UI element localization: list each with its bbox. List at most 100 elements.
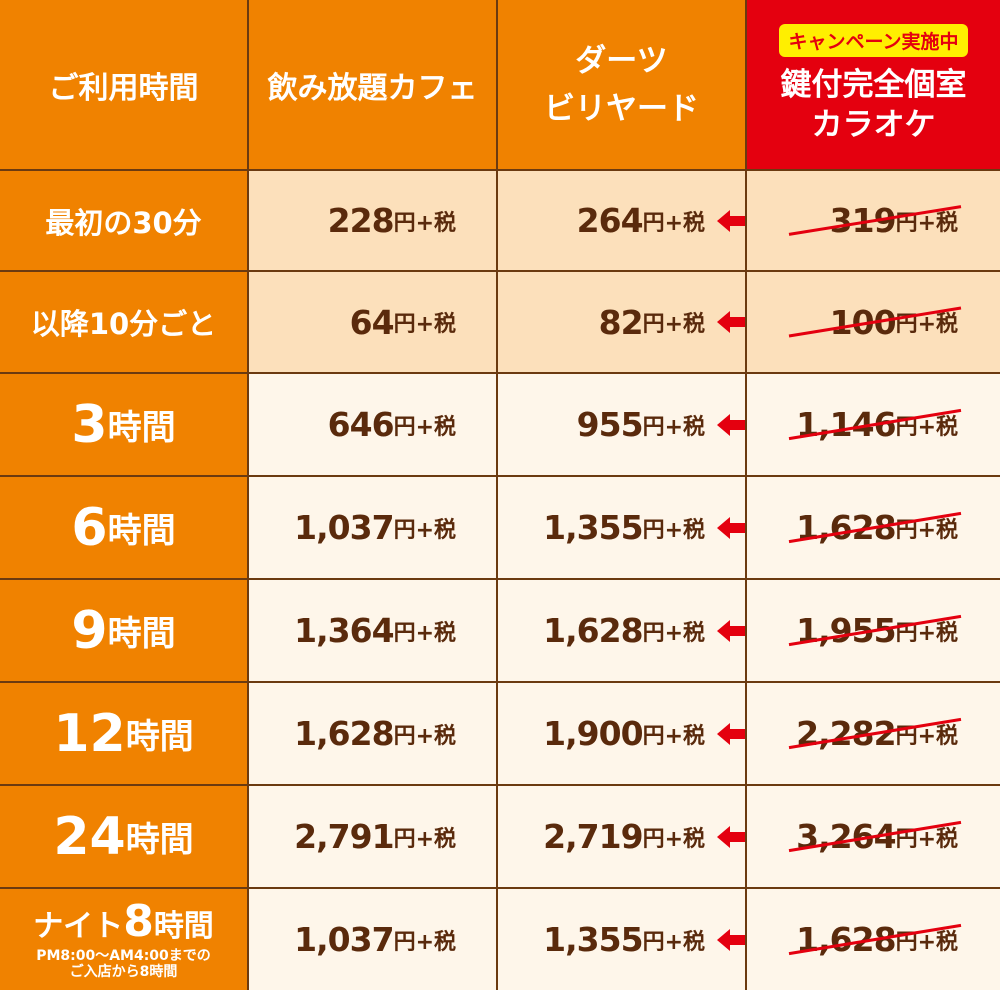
price-cafe: 1,628 円+税	[249, 683, 498, 786]
arrow-left-icon	[717, 311, 745, 333]
row-label-num: 3	[71, 394, 108, 455]
header-darts: ダーツ ビリヤード	[498, 0, 747, 171]
price-karaoke-old: 1,146 円+税	[747, 374, 1000, 477]
price-value: 82	[598, 302, 644, 342]
strikethrough-line	[788, 306, 962, 338]
price-suffix: 円+税	[642, 210, 705, 236]
price-karaoke-old: 1,628 円+税	[747, 889, 1000, 990]
row-label: 以降10分ごと	[0, 272, 249, 374]
header-karaoke-line1: 鍵付完全個室	[780, 67, 967, 103]
price-darts: 1,628 円+税	[498, 580, 747, 683]
price-karaoke-old: 1,628 円+税	[747, 477, 1000, 580]
price-suffix: 円+税	[393, 517, 456, 543]
row-label-num: 12	[53, 703, 126, 764]
price-suffix: 円+税	[393, 414, 456, 440]
night-label: ナイト8時間	[33, 899, 214, 944]
price-suffix: 円+税	[393, 929, 456, 955]
price-value: 1,355	[543, 920, 643, 959]
price-value: 1,364	[294, 611, 394, 650]
header-darts-line1: ダーツ	[575, 42, 668, 79]
price-cafe: 2,791 円+税	[249, 786, 498, 889]
night-note-line2: ご入店から8時間	[69, 963, 178, 980]
price-cafe: 1,037 円+税	[249, 477, 498, 580]
arrow-left-icon	[717, 619, 745, 642]
header-usage-time: ご利用時間	[0, 0, 249, 171]
price-value: 2,719	[543, 817, 643, 856]
row-label: 最初の30分	[0, 171, 249, 272]
row-label-unit: 時間	[107, 511, 176, 551]
price-suffix: 円+税	[642, 723, 705, 749]
price-suffix: 円+税	[393, 312, 456, 337]
price-value: 1,037	[294, 920, 394, 959]
arrow-left-icon	[717, 516, 745, 539]
price-cafe: 64 円+税	[249, 272, 498, 374]
price-value: 1,900	[543, 714, 643, 753]
price-value: 264	[576, 201, 644, 240]
price-value: 228	[327, 201, 395, 240]
strikethrough-line	[788, 511, 962, 544]
row-label-unit: 時間	[107, 614, 176, 654]
price-suffix: 円+税	[642, 826, 705, 852]
row-label: 3 時間	[0, 374, 249, 477]
price-value: 646	[327, 405, 395, 444]
price-darts: 1,355 円+税	[498, 889, 747, 990]
arrow-left-icon	[717, 722, 745, 745]
price-darts: 2,719 円+税	[498, 786, 747, 889]
price-value: 64	[349, 302, 395, 342]
row-label: 6 時間	[0, 477, 249, 580]
price-suffix: 円+税	[642, 620, 705, 646]
price-value: 2,791	[294, 817, 394, 856]
strikethrough-line	[788, 923, 962, 956]
price-suffix: 円+税	[642, 929, 705, 955]
header-darts-line2: ビリヤード	[544, 90, 699, 127]
price-darts: 1,900 円+税	[498, 683, 747, 786]
strikethrough-line	[788, 205, 962, 236]
price-karaoke-old: 3,264 円+税	[747, 786, 1000, 889]
row-label: ナイト8時間 PM8:00～AM4:00までの ご入店から8時間	[0, 889, 249, 990]
price-darts: 955 円+税	[498, 374, 747, 477]
strikethrough-line	[788, 614, 962, 647]
price-value: 1,628	[294, 714, 394, 753]
price-suffix: 円+税	[393, 723, 456, 749]
price-darts: 1,355 円+税	[498, 477, 747, 580]
night-label-pre: ナイト	[33, 908, 124, 944]
header-cafe: 飲み放題カフェ	[249, 0, 498, 171]
price-karaoke-old: 319 円+税	[747, 171, 1000, 272]
price-value: 1,037	[294, 508, 394, 547]
price-darts: 82 円+税	[498, 272, 747, 374]
header-karaoke-line2: カラオケ	[811, 107, 936, 143]
row-label: 9 時間	[0, 580, 249, 683]
price-value: 1,628	[543, 611, 643, 650]
price-karaoke-old: 2,282 円+税	[747, 683, 1000, 786]
price-value: 100	[829, 302, 897, 342]
row-label: 24 時間	[0, 786, 249, 889]
price-value: 955	[576, 405, 644, 444]
price-value: 319	[829, 201, 897, 240]
row-label-text: 最初の30分	[45, 205, 202, 240]
price-suffix: 円+税	[393, 620, 456, 646]
price-value: 1,355	[543, 508, 643, 547]
row-label-text: 以降10分ごと	[30, 307, 217, 341]
strikethrough-line	[788, 820, 962, 853]
price-suffix: 円+税	[393, 210, 456, 236]
row-label-num: 6	[71, 497, 108, 558]
price-suffix: 円+税	[393, 826, 456, 852]
arrow-left-icon	[717, 413, 745, 436]
arrow-left-icon	[717, 209, 745, 232]
arrow-left-icon	[717, 928, 745, 951]
header-karaoke: キャンペーン実施中 鍵付完全個室 カラオケ	[747, 0, 1000, 171]
row-label-num: 9	[71, 600, 108, 661]
night-note: PM8:00～AM4:00までの ご入店から8時間	[36, 948, 211, 980]
price-cafe: 228 円+税	[249, 171, 498, 272]
row-label-unit: 時間	[125, 820, 194, 860]
price-karaoke-old: 1,955 円+税	[747, 580, 1000, 683]
price-suffix: 円+税	[642, 414, 705, 440]
row-label-num: 24	[53, 806, 126, 867]
price-suffix: 円+税	[642, 312, 705, 337]
strikethrough-line	[788, 717, 962, 750]
night-label-num: 8	[123, 895, 154, 947]
price-karaoke-old: 100 円+税	[747, 272, 1000, 374]
price-cafe: 646 円+税	[249, 374, 498, 477]
arrow-left-icon	[717, 825, 745, 848]
